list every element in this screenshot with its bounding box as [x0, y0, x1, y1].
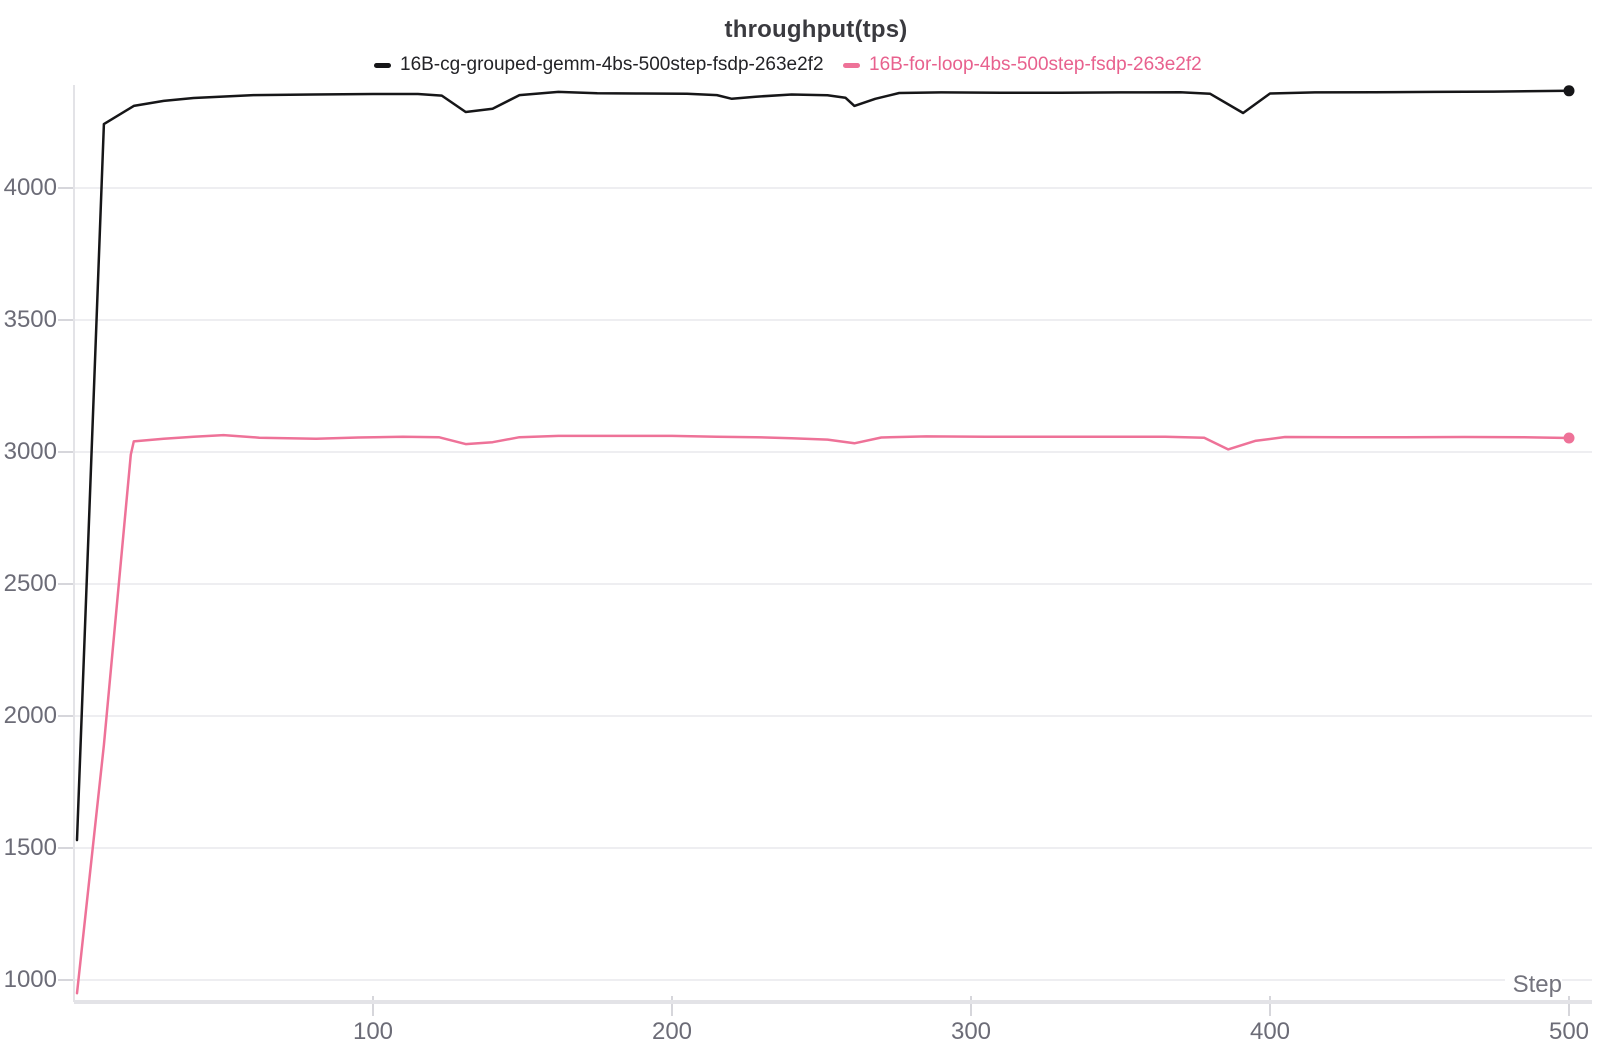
y-tick-label-2500: 2500 [3, 570, 57, 597]
x-tick-label-500: 500 [1548, 1018, 1590, 1045]
series-end-dot-1[interactable] [1563, 432, 1575, 444]
y-tick-label-1000: 1000 [3, 966, 57, 993]
legend-swatch-pink-icon [843, 62, 860, 68]
y-tick-label-3500: 3500 [3, 306, 57, 333]
series-line-1[interactable] [75, 433, 1571, 995]
legend-swatch-black-icon [374, 62, 391, 68]
x-tick-label-300: 300 [950, 1018, 992, 1045]
x-tick-label-100: 100 [352, 1018, 394, 1045]
y-tick-label-3000: 3000 [3, 438, 57, 465]
legend-item-cg-grouped-gemm[interactable]: 16B-cg-grouped-gemm-4bs-500step-fsdp-263… [374, 54, 824, 76]
series-line-0[interactable] [75, 89, 1571, 842]
y-tick-label-1500: 1500 [3, 834, 57, 861]
x-axis-line [74, 1000, 1592, 1004]
y-tick-label-2000: 2000 [3, 702, 57, 729]
x-tick-label-200: 200 [651, 1018, 693, 1045]
y-tick-label-4000: 4000 [3, 174, 57, 201]
series-end-dot-0[interactable] [1563, 85, 1575, 97]
x-tick-label-400: 400 [1249, 1018, 1291, 1045]
x-axis-title: Step [1504, 971, 1562, 999]
chart-title: throughput(tps) [724, 16, 908, 43]
legend-label: 16B-cg-grouped-gemm-4bs-500step-fsdp-263… [400, 54, 824, 75]
legend-item-for-loop[interactable]: 16B-for-loop-4bs-500step-fsdp-263e2f2 [843, 54, 1202, 76]
legend-label: 16B-for-loop-4bs-500step-fsdp-263e2f2 [869, 54, 1202, 75]
